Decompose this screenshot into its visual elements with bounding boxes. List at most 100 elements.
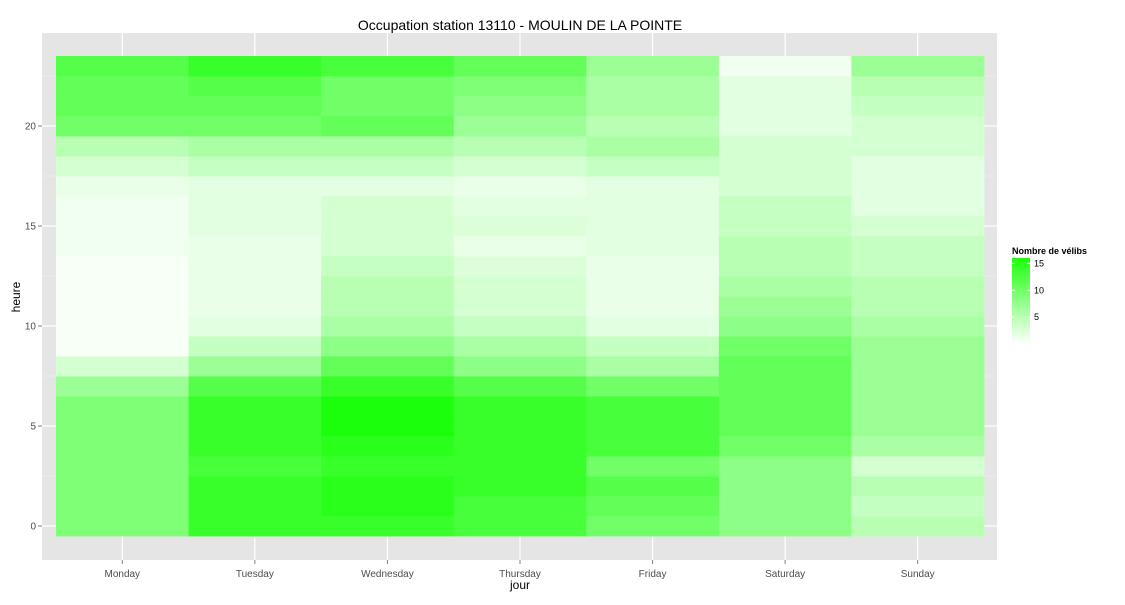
heatmap-cell bbox=[851, 496, 985, 517]
heatmap-cell bbox=[718, 276, 852, 297]
heatmap-cell bbox=[586, 516, 720, 537]
heatmap-cell bbox=[188, 436, 322, 457]
legend-tick-label: 5 bbox=[1034, 312, 1039, 322]
heatmap-cell bbox=[56, 436, 189, 457]
heatmap-cell bbox=[851, 96, 985, 117]
heatmap-cell bbox=[586, 456, 720, 477]
heatmap-cell bbox=[56, 416, 189, 437]
heatmap-cell bbox=[56, 196, 189, 217]
heatmap-cell bbox=[718, 456, 852, 477]
heatmap-cell bbox=[188, 376, 322, 397]
heatmap-cell bbox=[453, 176, 587, 197]
heatmap-cell bbox=[56, 116, 189, 137]
heatmap-cell bbox=[321, 376, 455, 397]
y-tick-label: 5 bbox=[30, 422, 36, 433]
heatmap-cell bbox=[851, 256, 985, 277]
heatmap-cell bbox=[188, 316, 322, 337]
heatmap-cell bbox=[321, 296, 455, 317]
chart-title: Occupation station 13110 - MOULIN DE LA … bbox=[358, 17, 682, 33]
heatmap-cell bbox=[321, 396, 455, 417]
heatmap-cell bbox=[586, 316, 720, 337]
heatmap-cell bbox=[56, 516, 189, 537]
heatmap-cell bbox=[851, 176, 985, 197]
heatmap-cell bbox=[718, 216, 852, 237]
heatmap-cell bbox=[586, 96, 720, 117]
heatmap-cell bbox=[851, 276, 985, 297]
heatmap-cell bbox=[188, 396, 322, 417]
heatmap-cell bbox=[453, 416, 587, 437]
heatmap-cell bbox=[321, 136, 455, 157]
heatmap-cell bbox=[56, 476, 189, 497]
heatmap-cell bbox=[453, 456, 587, 477]
heatmap-cell bbox=[321, 416, 455, 437]
heatmap-cell bbox=[851, 236, 985, 257]
heatmap-cell bbox=[321, 356, 455, 377]
heatmap-cell bbox=[718, 196, 852, 217]
legend-tick-label: 10 bbox=[1034, 285, 1044, 295]
heatmap-cell bbox=[851, 416, 985, 437]
heatmap-cell bbox=[56, 296, 189, 317]
heatmap-cell bbox=[56, 376, 189, 397]
heatmap-cell bbox=[586, 256, 720, 277]
heatmap-cell bbox=[586, 136, 720, 157]
heatmap-cell bbox=[321, 436, 455, 457]
heatmap-cell bbox=[321, 56, 455, 77]
heatmap-cell bbox=[188, 296, 322, 317]
legend-ticks: 5 10 15 bbox=[1012, 258, 1044, 322]
heatmap-cell bbox=[851, 216, 985, 237]
heatmap-cell bbox=[453, 56, 587, 77]
x-tick-label: Sunday bbox=[901, 569, 935, 580]
heatmap-cell bbox=[851, 476, 985, 497]
x-tick-label: Tuesday bbox=[236, 569, 274, 580]
heatmap-cell bbox=[321, 496, 455, 517]
heatmap-cell bbox=[188, 256, 322, 277]
heatmap-cell bbox=[56, 396, 189, 417]
heatmap-cell bbox=[188, 496, 322, 517]
heatmap-cell bbox=[718, 156, 852, 177]
heatmap-cell bbox=[718, 76, 852, 97]
heatmap-cell bbox=[586, 396, 720, 417]
heatmap-cell bbox=[453, 436, 587, 457]
heatmap-cell bbox=[453, 316, 587, 337]
heatmap-cell bbox=[851, 56, 985, 77]
heatmap-cell bbox=[851, 136, 985, 157]
legend-title: Nombre de vélibs bbox=[1012, 246, 1087, 256]
heatmap-cell bbox=[718, 436, 852, 457]
heatmap-cell bbox=[718, 236, 852, 257]
heatmap-cell bbox=[453, 476, 587, 497]
legend-color-bar bbox=[1012, 258, 1030, 344]
heatmap-cell bbox=[586, 176, 720, 197]
heatmap-cell bbox=[188, 96, 322, 117]
heatmap-cell bbox=[851, 196, 985, 217]
heatmap-cell bbox=[453, 256, 587, 277]
heatmap-cell bbox=[453, 356, 587, 377]
heatmap-cell bbox=[718, 96, 852, 117]
heatmap-cell bbox=[851, 396, 985, 417]
heatmap-cell bbox=[321, 216, 455, 237]
heatmap-cell bbox=[851, 436, 985, 457]
heatmap-cell bbox=[851, 316, 985, 337]
heatmap-cell bbox=[321, 236, 455, 257]
heatmap-cell bbox=[586, 436, 720, 457]
heatmap-cell bbox=[453, 136, 587, 157]
heatmap-cell bbox=[718, 416, 852, 437]
y-tick-label: 15 bbox=[25, 222, 37, 233]
heatmap-cell bbox=[56, 216, 189, 237]
heatmap-cell bbox=[718, 296, 852, 317]
heatmap-cell bbox=[188, 356, 322, 377]
heatmap-cell bbox=[188, 416, 322, 437]
heatmap-cell bbox=[188, 116, 322, 137]
heatmap-cell bbox=[586, 296, 720, 317]
heatmap-cell bbox=[453, 96, 587, 117]
heatmap-cell bbox=[56, 256, 189, 277]
heatmap-cell bbox=[56, 356, 189, 377]
heatmap-cell bbox=[718, 256, 852, 277]
heatmap-cell bbox=[453, 496, 587, 517]
heatmap-cell bbox=[56, 316, 189, 337]
heatmap-cell bbox=[188, 216, 322, 237]
x-tick-label: Wednesday bbox=[361, 569, 414, 580]
heatmap-cell bbox=[188, 56, 322, 77]
legend: Nombre de vélibs 5 10 15 bbox=[1012, 246, 1087, 344]
heatmap-cell bbox=[453, 276, 587, 297]
heatmap-cell bbox=[453, 196, 587, 217]
